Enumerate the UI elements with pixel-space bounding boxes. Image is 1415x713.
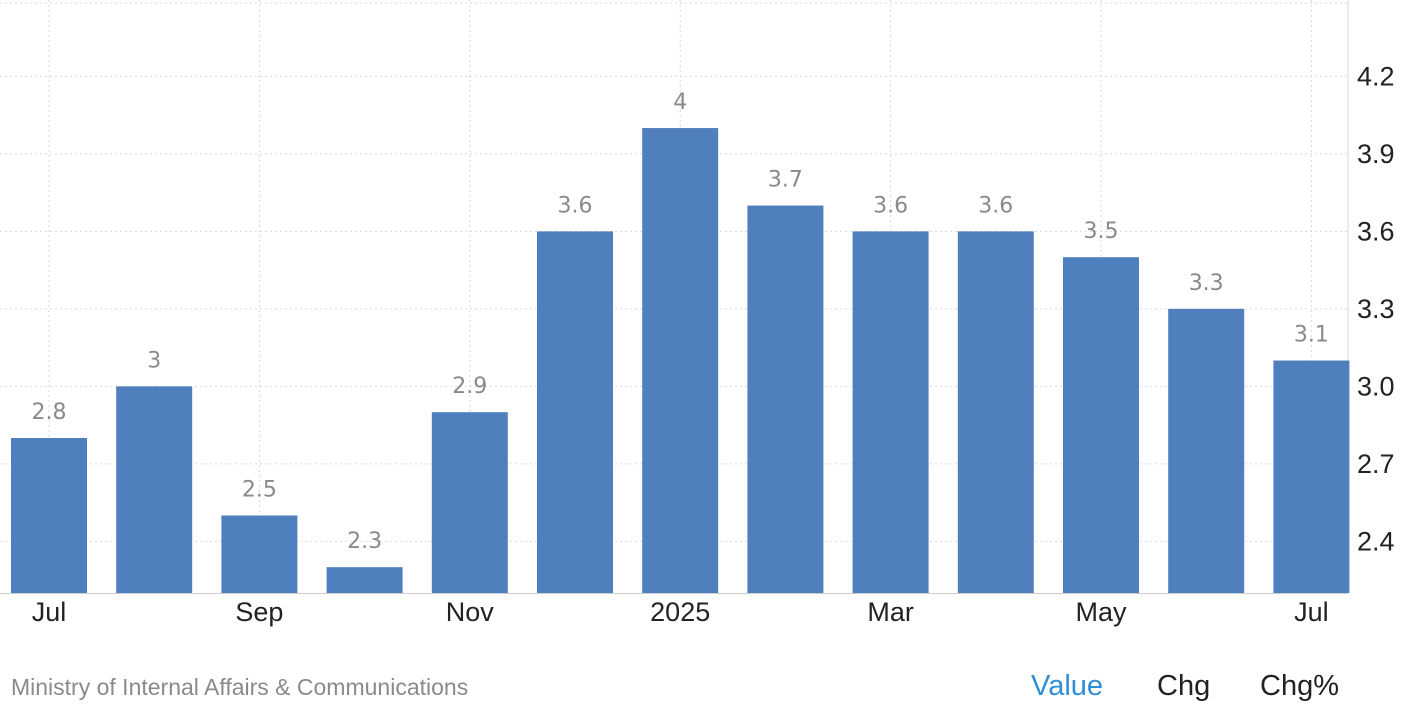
data-label: 2.3: [347, 529, 382, 554]
x-tick-label: Jul: [32, 597, 67, 627]
data-label: 3.6: [558, 193, 593, 218]
data-label: 2.9: [452, 374, 487, 399]
bar: [642, 128, 719, 593]
bar: [1168, 308, 1245, 593]
data-label: 3: [147, 348, 161, 373]
tab-chg[interactable]: Chg: [1157, 670, 1211, 702]
x-tick-label: 2025: [650, 597, 710, 627]
data-label: 3.3: [1189, 271, 1224, 296]
x-tick-label: Mar: [867, 597, 914, 627]
y-tick-label: 3.6: [1357, 216, 1395, 246]
y-tick-label: 2.4: [1357, 526, 1395, 556]
bar: [1063, 257, 1139, 593]
bar: [11, 438, 87, 593]
y-tick-label: 3.0: [1357, 371, 1395, 401]
data-label: 3.6: [978, 193, 1013, 218]
x-tick-label: Sep: [235, 597, 283, 627]
y-tick-label: 4.2: [1357, 61, 1395, 91]
data-label: 3.6: [873, 193, 908, 218]
bar: [221, 515, 298, 593]
bar: [747, 205, 824, 594]
x-tick-label: Jul: [1294, 597, 1329, 627]
y-tick-label: 3.9: [1357, 139, 1395, 169]
bar: [957, 231, 1034, 593]
data-label: 3.5: [1084, 219, 1119, 244]
x-tick-label: May: [1075, 597, 1127, 627]
bar: [852, 231, 929, 593]
data-label: 4: [673, 90, 687, 115]
y-tick-label: 3.3: [1357, 294, 1395, 324]
data-label: 3.1: [1294, 323, 1329, 348]
tab-value[interactable]: Value: [1031, 670, 1104, 702]
bar: [537, 231, 613, 593]
bar: [116, 386, 193, 593]
bar-chart: 2.8 3 2.5 2.3 2.9 3.6 4 3.7 3.6 3.6 3.5 3.3 3.1 Jul Se…: [0, 0, 1395, 627]
bar: [1273, 360, 1350, 593]
bar: [431, 412, 508, 593]
source-label: Ministry of Internal Affairs & Communica…: [11, 674, 469, 700]
y-tick-label: 2.7: [1357, 449, 1395, 479]
data-label: 3.7: [768, 168, 803, 193]
data-label: 2.5: [242, 478, 277, 503]
chart-footer: Ministry of Internal Affairs & Communica…: [0, 660, 1415, 713]
bar: [326, 567, 403, 593]
tab-chg-percent[interactable]: Chg%: [1260, 670, 1339, 702]
x-tick-label: Nov: [446, 597, 495, 627]
data-label: 2.8: [32, 400, 67, 425]
